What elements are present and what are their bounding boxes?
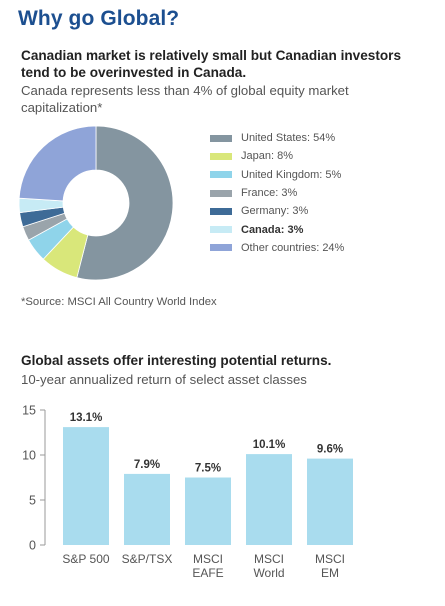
market-cap-donut-chart <box>18 125 174 281</box>
legend-item-japan: Japan: 8% <box>210 147 344 165</box>
bar-s-p-tsx <box>124 473 170 545</box>
x-category-label: MSCI <box>193 552 223 566</box>
returns-section-subheadline: 10-year annualized return of select asse… <box>21 372 307 387</box>
bar-value-label: 9.6% <box>317 444 343 456</box>
bar-value-label: 13.1% <box>70 412 103 424</box>
legend-swatch <box>210 189 232 197</box>
legend-label: Germany: 3% <box>241 205 309 218</box>
legend-item-canada: Canada: 3% <box>210 220 344 238</box>
donut-slice-united-states <box>76 125 174 281</box>
bar-value-label: 7.9% <box>134 459 160 471</box>
legend-swatch <box>210 226 232 234</box>
bar-msci-eafe <box>185 477 231 545</box>
legend-label: United Kingdom: 5% <box>241 168 342 181</box>
market-section-subheadline: Canada represents less than 4% of global… <box>21 83 349 115</box>
legend-swatch <box>210 171 232 179</box>
legend-swatch <box>210 244 232 252</box>
legend-label: France: 3% <box>241 187 298 200</box>
x-category-label: MSCI <box>254 552 284 566</box>
x-category-label: EM <box>321 566 339 580</box>
market-section-headline: Canadian market is relatively small but … <box>21 48 402 80</box>
bar-msci-world <box>246 454 292 545</box>
legend-item-united-states: United States: 54% <box>210 129 344 147</box>
legend-swatch <box>210 134 232 142</box>
legend-item-france: France: 3% <box>210 184 344 202</box>
donut-slice-other-countries <box>18 125 97 202</box>
legend-label: Other countries: 24% <box>241 241 345 254</box>
y-tick-label: 5 <box>29 494 36 508</box>
source-note: *Source: MSCI All Country World Index <box>21 296 217 308</box>
page-title: Why go Global? <box>18 7 180 30</box>
returns-section-headline: Global assets offer interesting potentia… <box>21 353 332 368</box>
bar-msci-em <box>307 458 353 545</box>
bar-value-label: 7.5% <box>195 463 221 475</box>
bar-s-p-500 <box>63 427 109 545</box>
y-tick-label: 10 <box>22 449 36 463</box>
x-category-label: MSCI <box>315 552 345 566</box>
y-tick-label: 0 <box>29 539 36 553</box>
legend-label: United States: 54% <box>241 132 336 145</box>
x-category-label: EAFE <box>192 566 223 580</box>
x-category-label: World <box>253 566 284 580</box>
legend-swatch <box>210 207 232 215</box>
bar-value-label: 10.1% <box>253 439 286 451</box>
legend-label: Japan: 8% <box>241 150 293 163</box>
legend-item-germany: Germany: 3% <box>210 202 344 220</box>
legend-item-other-countries: Other countries: 24% <box>210 239 344 257</box>
legend-item-united-kingdom: United Kingdom: 5% <box>210 166 344 184</box>
legend-label: Canada: 3% <box>241 223 304 236</box>
x-category-label: S&P 500 <box>62 552 109 566</box>
y-tick-label: 15 <box>22 404 36 418</box>
legend-swatch <box>210 152 232 160</box>
x-category-label: S&P/TSX <box>122 552 173 566</box>
donut-legend: United States: 54% Japan: 8% United Kingdo… <box>210 129 344 257</box>
